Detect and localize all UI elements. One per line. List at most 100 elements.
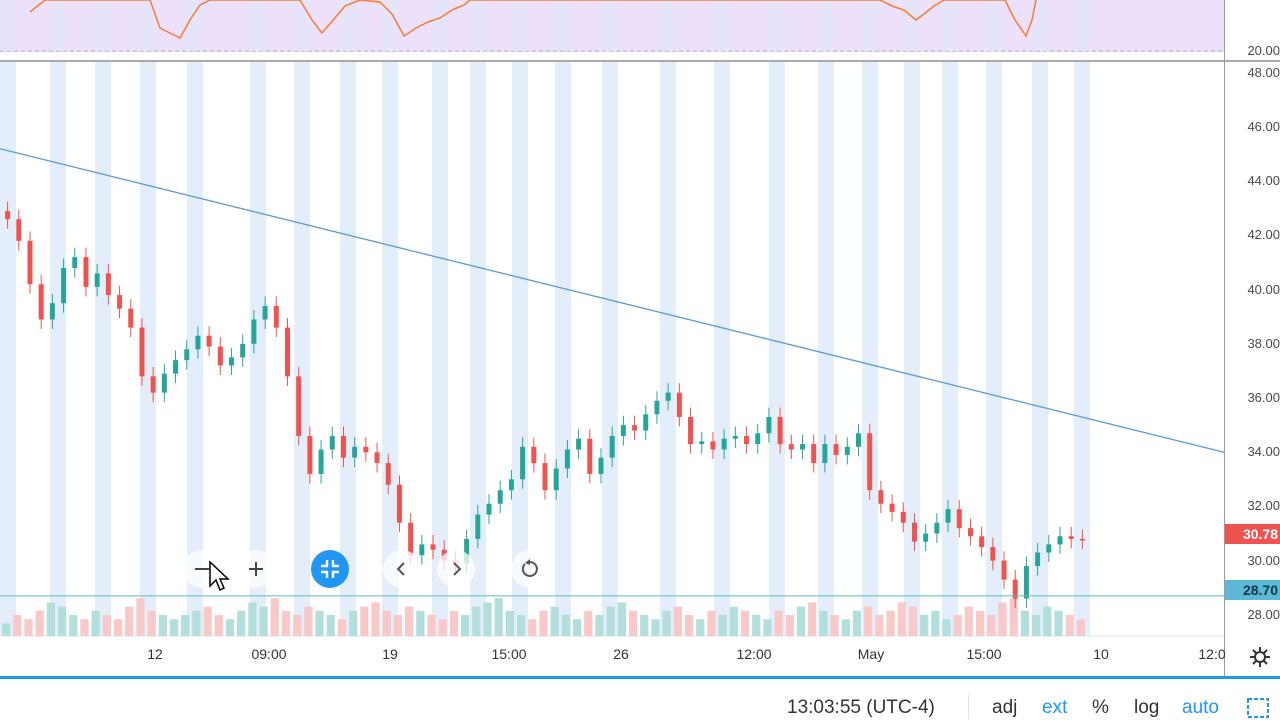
extended-hours-band	[340, 0, 356, 51]
volume-bar	[875, 615, 884, 636]
volume-bar	[91, 610, 100, 636]
volume-bar	[1054, 610, 1063, 636]
volume-bar	[606, 606, 615, 636]
candle-body	[419, 544, 425, 556]
candle-body	[553, 468, 559, 491]
candle-body	[889, 503, 895, 512]
extended-hours-band	[432, 62, 448, 636]
candle-body	[128, 308, 134, 328]
volume-bar	[640, 615, 649, 636]
chevron-right-icon	[453, 562, 462, 576]
volume-bar	[304, 606, 313, 636]
extended-hours-band	[660, 62, 676, 636]
adj-toggle[interactable]: adj	[992, 697, 1018, 718]
candle-body	[867, 433, 873, 491]
volume-bar	[270, 598, 279, 636]
volume-bar	[830, 615, 839, 636]
candle-body	[766, 417, 772, 434]
extended-hours-band	[942, 0, 958, 51]
time-axis-label: 10	[1093, 646, 1109, 662]
candle-body	[531, 446, 537, 464]
price-axis-label: 48.00	[1247, 64, 1280, 80]
candle-body	[329, 435, 335, 450]
ext-toggle[interactable]: ext	[1042, 697, 1068, 718]
extended-hours-band	[432, 0, 448, 51]
chart-settings-gear-icon[interactable]	[1249, 646, 1271, 668]
time-axis-label: 09:00	[251, 646, 287, 662]
rsi-axis-label: 20.00	[1247, 43, 1280, 58]
candle-body	[744, 435, 750, 445]
extended-hours-band	[555, 62, 571, 636]
clock-label: 13:03:55 (UTC-4)	[787, 697, 935, 718]
candle-body	[94, 273, 100, 287]
candle-body	[385, 463, 391, 485]
extended-hours-band	[0, 62, 16, 636]
candle-body	[1035, 552, 1041, 567]
candle-body	[195, 335, 201, 350]
candle-body	[788, 444, 794, 450]
volume-bar	[349, 610, 358, 636]
candle-body	[1023, 566, 1029, 599]
candle-body	[508, 479, 514, 491]
price-axis-label: 40.00	[1247, 281, 1280, 297]
extended-hours-band	[140, 62, 156, 636]
extended-hours-band	[95, 0, 111, 51]
extended-hours-band	[187, 62, 203, 636]
extended-hours-band	[250, 62, 266, 636]
volume-bar	[684, 615, 694, 636]
candle-body	[296, 376, 302, 436]
candle-body	[1046, 544, 1052, 553]
volume-bar	[718, 615, 727, 636]
candle-body	[911, 522, 917, 542]
volume-bar	[1065, 615, 1074, 636]
volume-bar	[438, 619, 447, 636]
minus-icon	[195, 568, 209, 570]
scroll-right-button[interactable]	[437, 550, 475, 588]
candle-body	[900, 511, 906, 523]
candle-body	[755, 433, 761, 445]
candle-body	[800, 444, 806, 450]
candle-body	[352, 446, 358, 458]
reset-scale-button[interactable]	[311, 550, 349, 588]
volume-bar	[707, 610, 716, 636]
zoom-in-button[interactable]	[237, 550, 275, 588]
scroll-left-button[interactable]	[383, 550, 421, 588]
extended-hours-band	[862, 62, 878, 636]
time-axis-label: 12:00	[736, 646, 772, 662]
price-axis-label: 36.00	[1247, 390, 1280, 406]
auto-toggle[interactable]: auto	[1182, 697, 1219, 718]
volume-bar	[651, 619, 660, 636]
candle-body	[105, 273, 111, 296]
candle-body	[855, 433, 861, 447]
candle-body	[430, 544, 436, 550]
candle-body	[161, 373, 167, 393]
price-axis-label: 42.00	[1247, 227, 1280, 243]
extended-hours-band	[340, 62, 356, 636]
time-axis-label: May	[857, 646, 885, 662]
main-chart[interactable]	[0, 0, 1280, 676]
volume-bar	[572, 619, 582, 636]
candle-body	[184, 349, 190, 361]
volume-bar	[405, 606, 414, 636]
volume-bar	[24, 619, 33, 636]
candle-body	[632, 425, 638, 431]
reset-chart-button[interactable]	[511, 550, 549, 588]
volume-bar	[225, 619, 235, 636]
volume-bar	[763, 619, 772, 636]
log-toggle[interactable]: log	[1134, 697, 1160, 718]
volume-bar	[864, 606, 873, 636]
volume-bar	[69, 615, 78, 636]
candle-body	[217, 346, 223, 366]
volume-bar	[841, 619, 850, 636]
percent-toggle[interactable]: %	[1092, 697, 1109, 718]
price-axis-label: 38.00	[1247, 335, 1280, 351]
candle-body	[699, 441, 705, 445]
candle-body	[150, 376, 156, 393]
fullscreen-icon[interactable]	[1246, 697, 1270, 719]
volume-bar	[561, 615, 570, 636]
volume-bar	[483, 602, 492, 636]
candle-body	[408, 522, 414, 556]
trend-line	[0, 148, 1225, 453]
volume-bar	[528, 619, 537, 636]
candle-body	[979, 536, 985, 548]
